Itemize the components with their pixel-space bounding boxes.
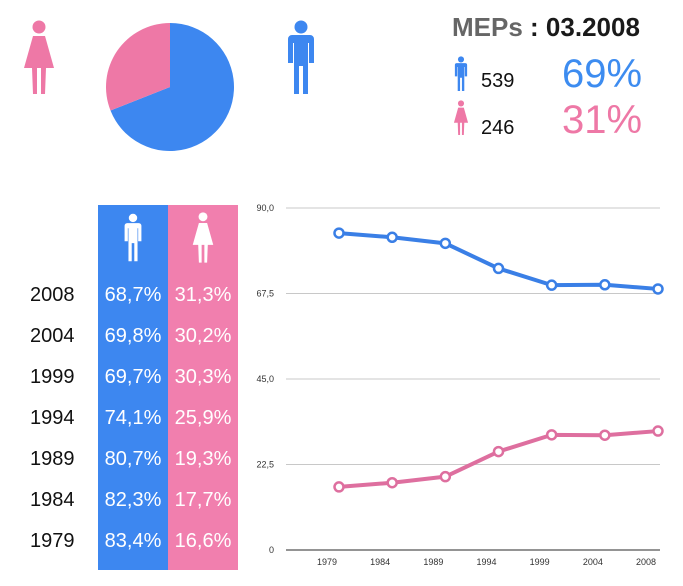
y-tick-label: 90,0	[256, 203, 274, 213]
title-label: MEPs	[452, 12, 523, 42]
y-tick-label: 0	[269, 545, 274, 555]
data-point-women	[652, 425, 664, 437]
male-icon	[454, 56, 468, 91]
series-line-men	[338, 231, 659, 291]
title-date: 03.2008	[545, 12, 640, 42]
women-column	[168, 205, 238, 570]
female-icon	[453, 100, 469, 135]
data-point-men	[439, 237, 452, 250]
table-year: 1999	[30, 366, 75, 388]
male-icon-large	[288, 20, 314, 94]
women-percent: 31%	[562, 98, 643, 142]
title-separator: :	[522, 12, 546, 42]
y-tick-label: 22,5	[256, 460, 274, 470]
table-year: 1989	[30, 448, 75, 470]
gender-pie-chart	[105, 23, 234, 151]
table-year: 1984	[30, 489, 75, 511]
table-year: 1979	[30, 530, 75, 552]
pie-slice-men	[110, 23, 234, 151]
men-column	[98, 205, 168, 570]
table-cell-women: 30,2%	[174, 325, 232, 347]
table-cell-men: 69,7%	[104, 366, 162, 388]
x-tick-label: 1999	[530, 557, 550, 567]
x-tick-label: 2004	[583, 557, 603, 567]
data-point-men	[386, 231, 398, 244]
x-tick-label: 2008	[636, 557, 656, 567]
men-count: 539	[481, 70, 515, 92]
male-icon-white	[124, 213, 142, 262]
table-year: 2004	[30, 325, 75, 347]
x-tick-label: 1994	[476, 557, 496, 567]
female-icon-large	[24, 20, 54, 94]
women-count: 246	[481, 117, 515, 139]
table-cell-men: 74,1%	[104, 407, 162, 429]
x-tick-label: 1979	[317, 557, 337, 567]
female-icon-white	[192, 212, 214, 263]
data-point-men	[333, 227, 345, 239]
data-point-women	[386, 476, 398, 489]
table-cell-men: 80,7%	[104, 448, 162, 470]
data-point-women	[599, 429, 611, 441]
table-year: 1994	[30, 407, 75, 429]
x-tick-label: 1984	[370, 557, 390, 567]
x-tick-label: 1989	[423, 557, 443, 567]
data-point-women	[333, 481, 345, 493]
table-cell-women: 16,6%	[174, 530, 232, 552]
table-cell-women: 31,3%	[174, 284, 232, 306]
table-cell-men: 69,8%	[104, 325, 162, 347]
table-cell-men: 82,3%	[104, 489, 162, 511]
pie-slice-women	[105, 23, 170, 111]
data-point-women	[545, 429, 558, 441]
page-title: MEPs : 03.2008	[452, 12, 640, 43]
table-year: 2008	[30, 284, 75, 306]
line-chart: 0 22,5 45,0 67,5 90,0 1979 1984 1989 1994 1999 200…	[256, 203, 664, 567]
data-point-men	[492, 262, 505, 275]
data-point-men	[652, 283, 664, 295]
table-cell-women: 19,3%	[174, 448, 232, 470]
y-tick-label: 45,0	[256, 374, 274, 384]
men-percent: 69%	[562, 52, 643, 96]
data-point-women	[492, 445, 505, 458]
table-cell-women: 30,3%	[174, 366, 232, 388]
data-point-women	[439, 470, 452, 483]
table-cell-women: 25,9%	[174, 407, 232, 429]
data-point-men	[545, 279, 558, 291]
table-cell-men: 83,4%	[104, 530, 162, 552]
series-line-women	[338, 429, 659, 489]
y-tick-label: 67,5	[256, 289, 274, 299]
table-cell-women: 17,7%	[174, 489, 232, 511]
table-cell-men: 68,7%	[104, 284, 162, 306]
data-point-men	[599, 279, 611, 291]
